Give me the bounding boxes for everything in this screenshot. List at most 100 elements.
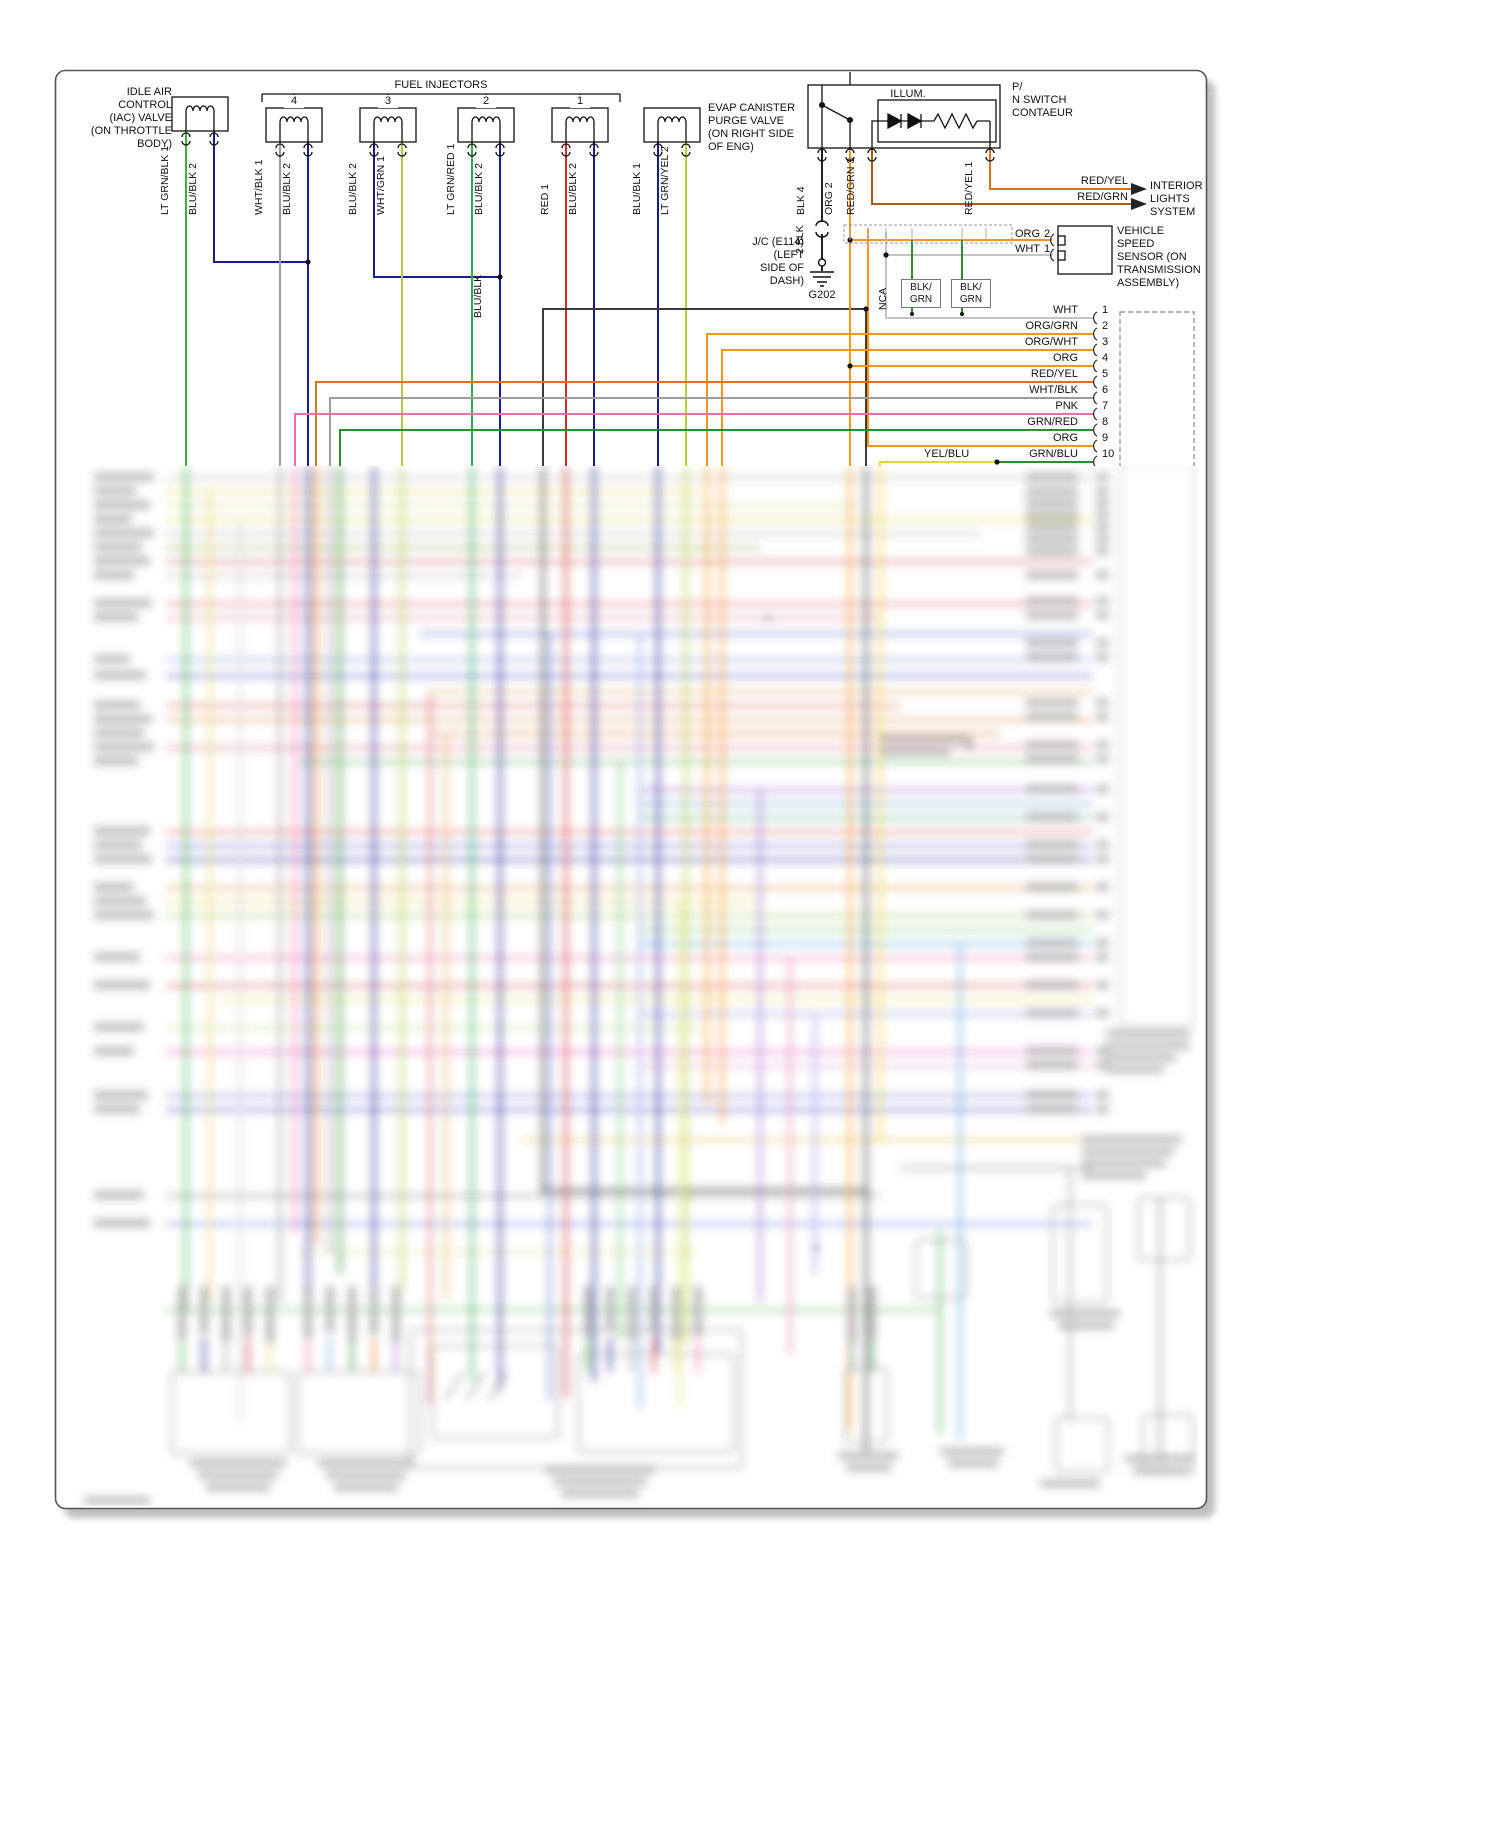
blurred-label <box>94 487 136 495</box>
wire-label-nca: NCA <box>877 287 889 310</box>
blurred-label <box>1106 1054 1176 1061</box>
fuel-injectors-label: FUEL INJECTORS <box>394 79 488 91</box>
blurred-label <box>1026 785 1078 793</box>
blurred-label <box>94 557 150 565</box>
fuel-injector-1-symbol <box>551 107 609 157</box>
blurred-label <box>94 729 144 737</box>
wire-label-pn-blk: BLK 4 <box>795 186 807 215</box>
wire-label-iac-1: LT GRN/BLK 1 <box>159 145 171 215</box>
blurred-label <box>1106 1066 1164 1073</box>
blurred-label <box>650 1286 658 1334</box>
blurred-label <box>1096 597 1109 605</box>
blurred-label <box>94 841 142 849</box>
iac-valve-symbol <box>171 96 229 146</box>
blurred-label <box>1026 597 1078 605</box>
injector-number-1: 1 <box>570 95 590 108</box>
blurred-label <box>1125 1455 1195 1462</box>
blurred-wiring-lines <box>166 466 1195 1474</box>
blurred-label <box>1096 699 1109 707</box>
blurred-label <box>1026 883 1078 891</box>
wire-label-blublk-bus: BLU/BLK <box>472 274 484 318</box>
blurred-label <box>1026 487 1078 495</box>
blurred-label <box>1096 911 1109 919</box>
blurred-label <box>94 757 138 765</box>
blurred-label <box>628 1286 636 1339</box>
blurred-label <box>178 1286 186 1339</box>
blurred-label <box>94 529 154 537</box>
ecm-pin-number: 2 <box>1102 320 1109 332</box>
wire-label-evap-1: BLU/BLK 1 <box>631 163 643 215</box>
blurred-label <box>672 1286 680 1341</box>
blurred-label <box>1026 741 1078 749</box>
junction-connector-label: J/C (E114) (LEFT SIDE OF DASH) <box>752 236 804 287</box>
ecm-pin-number: 3 <box>1102 336 1109 348</box>
ecm-pin-number: 1 <box>1102 304 1109 316</box>
blurred-label <box>1096 855 1109 863</box>
blurred-label <box>94 501 150 509</box>
blurred-label <box>190 1460 286 1467</box>
blurred-label <box>1026 1047 1078 1055</box>
blurred-label <box>940 1448 1004 1455</box>
blurred-label <box>84 1497 150 1504</box>
blurred-label <box>948 1460 998 1467</box>
blurred-label <box>94 911 154 919</box>
blurred-label <box>206 1484 270 1491</box>
blurred-label <box>1096 611 1109 619</box>
injector-number-4: 4 <box>284 95 304 108</box>
blurred-label <box>1096 883 1109 891</box>
vss-wire-label: ORG <box>1014 228 1040 240</box>
blurred-label <box>94 1191 144 1199</box>
blurred-label <box>1096 1061 1109 1069</box>
fuel-injector-4-symbol <box>265 107 323 157</box>
blurred-label <box>94 1105 140 1113</box>
blurred-label <box>1026 523 1078 531</box>
blurred-label <box>1026 535 1078 543</box>
blurred-label <box>1082 1160 1166 1167</box>
blurred-label <box>880 736 970 743</box>
red-grn-wire-label: RED/GRN <box>1077 191 1128 203</box>
blurred-label <box>1106 1030 1190 1037</box>
interior-lights-arrows <box>1131 183 1147 210</box>
wire-label-inj2-1: LT GRN/RED 1 <box>445 143 457 215</box>
blurred-label <box>1026 699 1078 707</box>
blurred-label <box>1096 939 1109 947</box>
blurred-label <box>1026 841 1078 849</box>
blurred-label <box>606 1286 614 1332</box>
blurred-label <box>392 1286 400 1342</box>
blurred-label <box>94 1047 134 1055</box>
blurred-label <box>1026 911 1078 919</box>
blurred-label <box>304 1286 312 1338</box>
blurred-label <box>94 883 134 891</box>
vss-label: VEHICLE SPEED SENSOR (ON TRANSMISSION AS… <box>1117 225 1201 289</box>
blurred-label <box>266 1286 274 1343</box>
illum-label: ILLUM. <box>890 88 926 100</box>
blurred-label <box>1096 653 1109 661</box>
blurred-label <box>1096 487 1109 495</box>
blurred-label <box>94 827 150 835</box>
blurred-label <box>1096 499 1109 507</box>
ground-g202-symbol <box>810 220 834 287</box>
wire-label-inj2-2: BLU/BLK 2 <box>473 163 485 215</box>
blurred-label <box>1058 1322 1114 1329</box>
ecm-pin-number: 7 <box>1102 400 1109 412</box>
wire-runs <box>185 131 1131 468</box>
wire-label-pn-org: ORG 2 <box>823 182 835 215</box>
blurred-label <box>94 613 138 621</box>
blurred-label <box>1096 785 1109 793</box>
blurred-label <box>318 1460 414 1467</box>
ecm-pin-label: PNK <box>1055 400 1078 412</box>
blurred-label <box>1026 499 1078 507</box>
wire-label-evap-2: LT GRN/YEL 2 <box>659 146 671 215</box>
blurred-label <box>326 1286 334 1333</box>
wire-label-inj4-2: BLU/BLK 2 <box>281 163 293 215</box>
ecm-pin-number: 4 <box>1102 352 1109 364</box>
blurred-label <box>1096 755 1109 763</box>
ecm-pin-label: WHT/BLK <box>1029 384 1078 396</box>
injector-number-2: 2 <box>476 95 496 108</box>
inline-connector-row <box>843 224 1013 244</box>
fuel-injector-2-symbol <box>457 107 515 157</box>
evap-valve-symbol <box>643 107 701 157</box>
blurred-content <box>75 466 1198 1506</box>
blurred-label <box>94 897 146 905</box>
blurred-label <box>1050 1310 1120 1317</box>
